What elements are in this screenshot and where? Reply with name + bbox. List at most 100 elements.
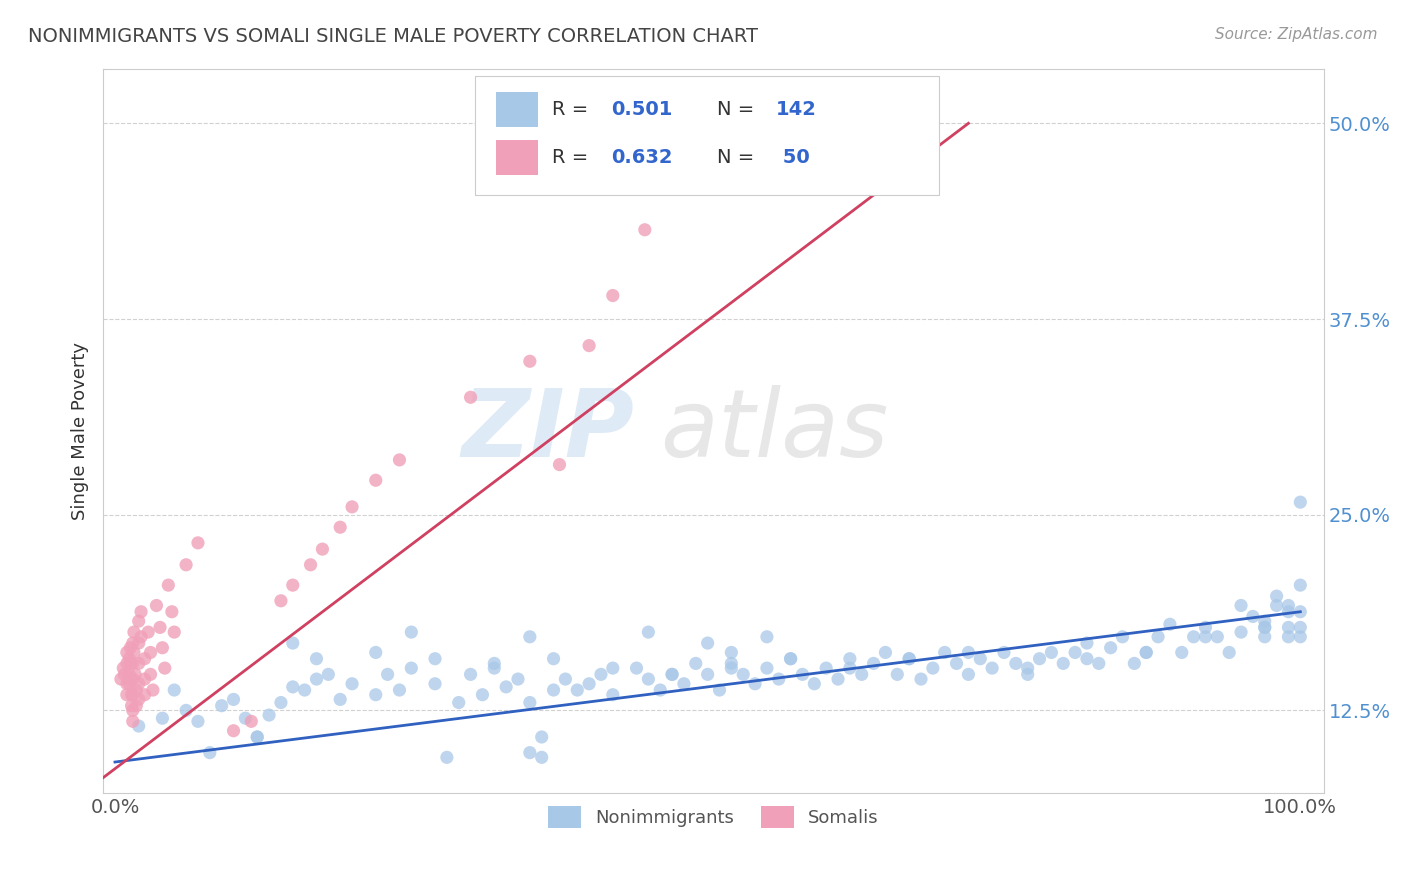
Point	[125, 698, 148, 713]
Point	[1265, 589, 1288, 603]
Point	[1277, 605, 1299, 619]
Text: ZIP: ZIP	[461, 385, 634, 477]
Point	[1194, 630, 1216, 644]
Point	[1064, 645, 1087, 659]
Point	[981, 661, 1004, 675]
Text: R =: R =	[553, 148, 595, 167]
Point	[1182, 630, 1205, 644]
Point	[862, 657, 884, 671]
Point	[650, 683, 672, 698]
Point	[129, 605, 152, 619]
Point	[460, 667, 482, 681]
Point	[1265, 599, 1288, 613]
Point	[519, 630, 541, 644]
Point	[114, 667, 136, 681]
Point	[340, 677, 363, 691]
Point	[120, 657, 142, 671]
Text: 142: 142	[776, 100, 817, 120]
Point	[1147, 630, 1170, 644]
Point	[506, 672, 529, 686]
Point	[661, 667, 683, 681]
Point	[281, 578, 304, 592]
Text: 0.501: 0.501	[612, 100, 672, 120]
Point	[128, 692, 150, 706]
Point	[118, 651, 141, 665]
Point	[720, 657, 742, 671]
Point	[121, 688, 143, 702]
Point	[311, 542, 333, 557]
Point	[1088, 657, 1111, 671]
Point	[281, 636, 304, 650]
Point	[388, 683, 411, 698]
Point	[121, 714, 143, 729]
Point	[921, 661, 943, 675]
Point	[1040, 645, 1063, 659]
Point	[543, 683, 565, 698]
Point	[187, 536, 209, 550]
Point	[602, 661, 624, 675]
Point	[423, 651, 446, 665]
Point	[957, 667, 980, 681]
Point	[128, 636, 150, 650]
Point	[120, 672, 142, 686]
Point	[460, 390, 482, 404]
Point	[423, 677, 446, 691]
Point	[827, 672, 849, 686]
Point	[121, 636, 143, 650]
Text: N =: N =	[717, 148, 761, 167]
Point	[672, 677, 695, 691]
Point	[1218, 645, 1240, 659]
Point	[685, 657, 707, 671]
Point	[128, 719, 150, 733]
Y-axis label: Single Male Poverty: Single Male Poverty	[72, 342, 89, 520]
Point	[281, 680, 304, 694]
Point	[634, 223, 657, 237]
Point	[139, 667, 162, 681]
Point	[661, 176, 683, 190]
Point	[934, 645, 956, 659]
Point	[803, 677, 825, 691]
Point	[1277, 630, 1299, 644]
Point	[142, 683, 165, 698]
Point	[815, 661, 838, 675]
Point	[121, 657, 143, 671]
Point	[696, 160, 718, 174]
Point	[139, 645, 162, 659]
Point	[134, 672, 156, 686]
Point	[720, 661, 742, 675]
Point	[388, 453, 411, 467]
Point	[187, 714, 209, 729]
Point	[257, 708, 280, 723]
Point	[211, 698, 233, 713]
Point	[578, 677, 600, 691]
Point	[519, 746, 541, 760]
Point	[145, 599, 167, 613]
Point	[589, 667, 612, 681]
Point	[160, 605, 183, 619]
Point	[519, 354, 541, 368]
Point	[1289, 605, 1312, 619]
Point	[118, 667, 141, 681]
Point	[121, 698, 143, 713]
Point	[163, 683, 186, 698]
Point	[484, 657, 506, 671]
Point	[124, 667, 146, 681]
Point	[637, 672, 659, 686]
Point	[121, 672, 143, 686]
Point	[364, 645, 387, 659]
Text: NONIMMIGRANTS VS SOMALI SINGLE MALE POVERTY CORRELATION CHART: NONIMMIGRANTS VS SOMALI SINGLE MALE POVE…	[28, 27, 758, 45]
Point	[1135, 645, 1157, 659]
Point	[1289, 578, 1312, 592]
Point	[530, 750, 553, 764]
Point	[1241, 609, 1264, 624]
Point	[1004, 657, 1026, 671]
Point	[578, 338, 600, 352]
Text: R =: R =	[553, 100, 595, 120]
Point	[1017, 667, 1039, 681]
Point	[1017, 661, 1039, 675]
Point	[222, 692, 245, 706]
Text: 50: 50	[776, 148, 810, 167]
Point	[153, 661, 176, 675]
Point	[174, 558, 197, 572]
Point	[1171, 645, 1194, 659]
